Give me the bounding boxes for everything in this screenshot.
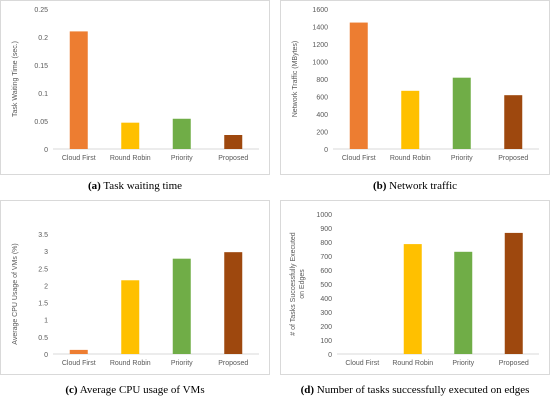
y-tick-label: 1000 [316, 212, 332, 219]
bar-priority [172, 258, 191, 354]
x-tick-label: Priority [451, 155, 473, 162]
caption-a-letter: (a) [87, 180, 101, 192]
y-axis-label: # of Tasks Successfully Executed [290, 232, 297, 335]
y-tick-label: 400 [320, 296, 332, 303]
caption-d-letter: (d) [300, 384, 315, 396]
caption-b-text: Network traffic [389, 180, 458, 192]
y-axis-label: Network Traffic (MBytes) [292, 41, 299, 118]
x-tick-label: Round Robin [110, 360, 151, 367]
bar-cloud-first [69, 349, 88, 354]
caption-b-letter: (b) [372, 180, 387, 192]
x-tick-label: Proposed [218, 360, 248, 367]
x-tick-label: Round Robin [392, 360, 433, 367]
y-tick-label: 0 [328, 352, 332, 359]
chart-c-svg: 0 0.5 1 1.5 2 2.5 3 3.5 Average CPU Usage of VMs… [12, 232, 259, 367]
y-axis-label: Average CPU Usage of VMs (%) [12, 243, 19, 344]
caption-d: (d) Number of tasks successfully execute… [280, 384, 550, 396]
y-tick-label: 400 [316, 112, 328, 119]
y-tick-label: 1600 [312, 7, 328, 14]
y-axis-label: Task Waiting Time (sec.) [12, 41, 19, 117]
x-tick-label: Round Robin [110, 155, 151, 162]
chart-panel-b: 0 200 400 600 800 1000 1200 1400 1600 Network Tra… [280, 0, 550, 175]
x-tick-label: Cloud First [62, 155, 96, 162]
y-tick-label: 0.15 [34, 63, 48, 70]
bar-cloud-first [349, 22, 368, 149]
caption-a-text: Task waiting time [103, 180, 183, 192]
y-tick-label: 800 [320, 240, 332, 247]
y-tick-label: 200 [320, 324, 332, 331]
caption-a: (a) Task waiting time [0, 180, 270, 192]
y-tick-label: 0.1 [38, 91, 48, 98]
y-tick-label: 500 [320, 282, 332, 289]
x-tick-label: Priority [171, 155, 193, 162]
caption-c-letter: (c) [65, 384, 78, 396]
bar-round-robin [121, 280, 140, 354]
chart-panel-c: 0 0.5 1 1.5 2 2.5 3 3.5 Average CPU Usage of VMs… [0, 200, 270, 375]
bar-proposed [504, 95, 523, 149]
y-tick-label: 800 [316, 77, 328, 84]
x-tick-label: Cloud First [345, 360, 379, 367]
bar-priority [454, 251, 473, 354]
y-tick-label: 3 [44, 249, 48, 256]
y-tick-label: 1.5 [38, 301, 48, 308]
caption-c-text: Average CPU usage of VMs [79, 384, 205, 396]
y-tick-label: 0.25 [34, 7, 48, 14]
x-tick-label: Priority [171, 360, 193, 367]
bar-cloud-first [69, 31, 88, 149]
y-tick-label: 0.05 [34, 119, 48, 126]
caption-b: (b) Network traffic [280, 180, 550, 192]
bar-priority [452, 77, 471, 149]
chart-a-svg: 0 0.05 0.1 0.15 0.2 0.25 Task Waiting Time (se… [12, 7, 259, 162]
y-tick-label: 1400 [312, 25, 328, 32]
y-tick-label: 2.5 [38, 266, 48, 273]
chart-panel-a: 0 0.05 0.1 0.15 0.2 0.25 Task Waiting Time (se… [0, 0, 270, 175]
chart-panel-d: 0 100 200 300 400 500 600 700 800 900 1000 # of Tas… [280, 200, 550, 375]
y-tick-label: 1000 [312, 60, 328, 67]
y-tick-label: 0.5 [38, 335, 48, 342]
y-axis-label: on Edges [299, 269, 306, 299]
bar-proposed [224, 252, 243, 354]
y-tick-label: 100 [320, 338, 332, 345]
x-tick-label: Cloud First [342, 155, 376, 162]
x-tick-label: Proposed [499, 360, 529, 367]
y-tick-label: 700 [320, 254, 332, 261]
y-tick-label: 1200 [312, 42, 328, 49]
y-tick-label: 3.5 [38, 232, 48, 239]
caption-c: (c) Average CPU usage of VMs [0, 384, 270, 396]
y-tick-label: 0 [44, 352, 48, 359]
y-tick-label: 600 [320, 268, 332, 275]
x-tick-label: Round Robin [390, 155, 431, 162]
chart-d-svg: 0 100 200 300 400 500 600 700 800 900 1000 # of Tas… [290, 212, 539, 367]
y-tick-label: 300 [320, 310, 332, 317]
y-tick-label: 200 [316, 130, 328, 137]
x-tick-label: Proposed [218, 155, 248, 162]
bar-round-robin [403, 244, 422, 354]
x-tick-label: Priority [452, 360, 474, 367]
y-tick-label: 0.2 [38, 35, 48, 42]
y-tick-label: 900 [320, 226, 332, 233]
y-tick-label: 0 [324, 147, 328, 154]
bar-proposed [504, 232, 523, 354]
x-tick-label: Proposed [498, 155, 528, 162]
caption-d-text: Number of tasks successfully executed on… [316, 384, 530, 396]
bar-proposed [224, 135, 243, 149]
x-tick-label: Cloud First [62, 360, 96, 367]
bar-round-robin [121, 122, 140, 149]
bar-priority [172, 118, 191, 149]
bar-round-robin [401, 90, 420, 149]
y-tick-label: 0 [44, 147, 48, 154]
y-tick-label: 1 [44, 318, 48, 325]
y-tick-label: 600 [316, 95, 328, 102]
y-tick-label: 2 [44, 283, 48, 290]
chart-b-svg: 0 200 400 600 800 1000 1200 1400 1600 Network Tra… [292, 7, 539, 162]
